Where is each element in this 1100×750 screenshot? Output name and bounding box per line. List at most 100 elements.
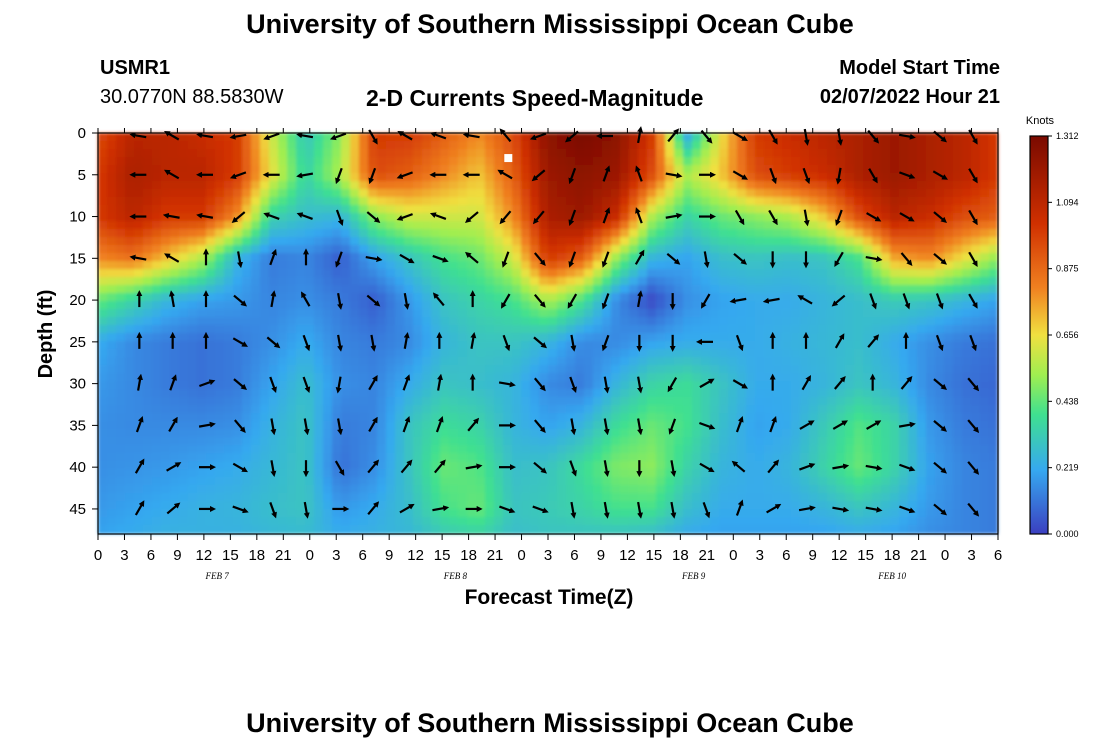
heatmap-cell — [467, 221, 477, 230]
heatmap-cell — [971, 269, 981, 278]
heatmap-cell — [359, 389, 369, 398]
heatmap-cell — [332, 245, 342, 254]
heatmap-cell — [674, 229, 684, 238]
heatmap-cell — [476, 469, 486, 478]
heatmap-cell — [476, 381, 486, 390]
heatmap-cell — [449, 429, 459, 438]
heatmap-cell — [350, 237, 360, 246]
heatmap-cell — [215, 189, 225, 198]
heatmap-cell — [359, 221, 369, 230]
heatmap-cell — [782, 389, 792, 398]
heatmap-cell — [674, 309, 684, 318]
heatmap-cell — [890, 525, 900, 534]
heatmap-cell — [926, 189, 936, 198]
heatmap-cell — [944, 149, 954, 158]
heatmap-cell — [278, 357, 288, 366]
heatmap-cell — [521, 173, 531, 182]
heatmap-cell — [530, 445, 540, 454]
heatmap-cell — [845, 469, 855, 478]
heatmap-cell — [125, 245, 135, 254]
heatmap-cell — [800, 453, 810, 462]
heatmap-cell — [197, 341, 207, 350]
heatmap-cell — [692, 245, 702, 254]
heatmap-cell — [278, 309, 288, 318]
heatmap-cell — [944, 429, 954, 438]
heatmap-cell — [962, 485, 972, 494]
heatmap-cell — [116, 509, 126, 518]
heatmap-cell — [431, 469, 441, 478]
heatmap-cell — [413, 285, 423, 294]
heatmap-cell — [638, 213, 648, 222]
heatmap-cell — [854, 477, 864, 486]
heatmap-cell — [719, 269, 729, 278]
heatmap-cell — [431, 333, 441, 342]
heatmap-cell — [899, 181, 909, 190]
heatmap-cell — [782, 293, 792, 302]
heatmap-cell — [539, 421, 549, 430]
heatmap-cell — [944, 389, 954, 398]
heatmap-cell — [485, 357, 495, 366]
heatmap-cell — [836, 477, 846, 486]
heatmap-cell — [701, 413, 711, 422]
heatmap-cell — [431, 245, 441, 254]
heatmap-cell — [224, 157, 234, 166]
heatmap-cell — [476, 365, 486, 374]
heatmap-cell — [854, 453, 864, 462]
heatmap-cell — [458, 429, 468, 438]
heatmap-cell — [656, 237, 666, 246]
heatmap-cell — [701, 365, 711, 374]
heatmap-cell — [539, 477, 549, 486]
heatmap-cell — [539, 445, 549, 454]
heatmap-cell — [242, 229, 252, 238]
heatmap-cell — [728, 205, 738, 214]
heatmap-cell — [935, 149, 945, 158]
heatmap-cell — [782, 509, 792, 518]
heatmap-cell — [359, 525, 369, 534]
heatmap-cell — [926, 165, 936, 174]
model-start-label: Model Start Time — [839, 57, 1000, 79]
heatmap-cell — [575, 445, 585, 454]
heatmap-cell — [404, 365, 414, 374]
heatmap-cell — [809, 245, 819, 254]
heatmap-cell — [593, 405, 603, 414]
heatmap-cell — [431, 181, 441, 190]
heatmap-cell — [890, 253, 900, 262]
heatmap-cell — [872, 325, 882, 334]
heatmap-cell — [521, 349, 531, 358]
heatmap-cell — [917, 293, 927, 302]
heatmap-cell — [800, 389, 810, 398]
heatmap-cell — [647, 405, 657, 414]
heatmap-cell — [530, 221, 540, 230]
heatmap-cell — [296, 429, 306, 438]
heatmap-cell — [107, 253, 117, 262]
heatmap-cell — [971, 253, 981, 262]
heatmap-cell — [845, 509, 855, 518]
heatmap-cell — [485, 381, 495, 390]
heatmap-cell — [575, 189, 585, 198]
heatmap-cell — [512, 221, 522, 230]
heatmap-cell — [395, 229, 405, 238]
heatmap-cell — [692, 221, 702, 230]
heatmap-cell — [521, 365, 531, 374]
heatmap-cell — [494, 477, 504, 486]
heatmap-cell — [152, 141, 162, 150]
heatmap-cell — [449, 173, 459, 182]
heatmap-cell — [296, 277, 306, 286]
heatmap-cell — [602, 277, 612, 286]
heatmap-cell — [881, 277, 891, 286]
heatmap-cell — [143, 373, 153, 382]
heatmap-cell — [809, 205, 819, 214]
heatmap-cell — [935, 261, 945, 270]
heatmap-cell — [395, 333, 405, 342]
heatmap-cell — [314, 245, 324, 254]
heatmap-cell — [296, 325, 306, 334]
heatmap-cell — [674, 421, 684, 430]
heatmap-cell — [656, 277, 666, 286]
heatmap-cell — [467, 517, 477, 526]
heatmap-cell — [368, 477, 378, 486]
heatmap-cell — [593, 293, 603, 302]
heatmap-cell — [917, 189, 927, 198]
heatmap-cell — [827, 253, 837, 262]
heatmap-cell — [332, 413, 342, 422]
heatmap-cell — [143, 149, 153, 158]
